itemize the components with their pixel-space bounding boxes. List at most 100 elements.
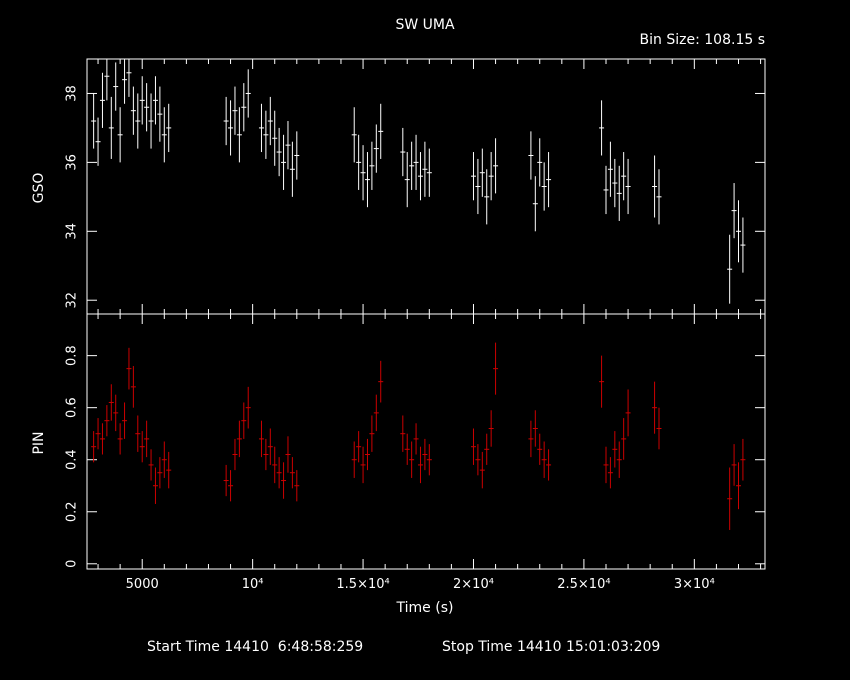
pin-data-point: [135, 415, 141, 452]
gso-data-point: [470, 152, 476, 201]
gso-ytick-label: 36: [65, 154, 80, 171]
gso-data-point: [126, 59, 132, 97]
gso-data-point: [404, 152, 410, 208]
pin-data-point: [122, 402, 128, 439]
pin-data-point: [603, 446, 609, 484]
pin-data-point: [475, 444, 481, 476]
pin-data-point: [735, 462, 741, 510]
pin-data-point: [625, 389, 631, 437]
gso-data-point: [223, 96, 229, 146]
gso-data-point: [422, 141, 428, 197]
pin-data-point: [417, 446, 423, 484]
gso-ytick-label: 32: [65, 292, 80, 309]
pin-data-point: [130, 366, 136, 408]
pin-data-point: [612, 431, 618, 468]
gso-data-point: [152, 76, 158, 125]
pin-data-point: [409, 441, 415, 478]
gso-panel: GSO 32 34 36 38: [31, 58, 766, 315]
gso-data-point: [400, 127, 406, 177]
x-tick-label: 2.5×10⁴: [557, 577, 610, 592]
gso-ytick-label: 38: [65, 85, 80, 102]
pin-data-point: [616, 441, 622, 478]
x-tick-label: 1.5×10⁴: [336, 577, 389, 592]
pin-data-point: [276, 457, 282, 489]
gso-data-point: [607, 141, 613, 197]
pin-data-point: [731, 444, 737, 486]
pin-data-point: [157, 457, 163, 489]
gso-data-point: [537, 138, 543, 187]
gso-series: [91, 59, 746, 304]
gso-data-point: [356, 134, 362, 190]
gso-data-point: [484, 169, 490, 225]
pin-data-point: [470, 428, 476, 465]
pin-data-point: [104, 405, 110, 437]
gso-data-point: [493, 138, 499, 194]
gso-data-point: [232, 86, 238, 135]
pin-data-point: [546, 449, 552, 481]
gso-data-point: [656, 169, 662, 225]
pin-data-point: [360, 446, 366, 484]
gso-data-point: [378, 103, 384, 159]
pin-data-point: [245, 386, 251, 429]
pin-data-point: [652, 381, 658, 434]
gso-data-point: [616, 165, 622, 221]
pin-data-point: [404, 433, 410, 465]
gso-data-point: [161, 107, 167, 163]
gso-data-point: [621, 152, 627, 201]
pin-ytick-label: 0.4: [65, 449, 80, 470]
pin-data-point: [378, 360, 384, 403]
pin-data-point: [422, 438, 428, 471]
gso-data-point: [364, 152, 370, 208]
gso-data-point: [117, 107, 123, 163]
gso-data-point: [532, 176, 538, 232]
pin-data-point: [479, 451, 485, 489]
start-time-label: Start Time 14410 6:48:58:259: [147, 639, 363, 655]
gso-data-point: [104, 59, 110, 101]
gso-data-point: [360, 145, 366, 201]
pin-data-point: [727, 467, 733, 530]
gso-data-point: [258, 103, 264, 153]
pin-ytick-label: 0.8: [65, 345, 80, 366]
x-tick-label: 10⁴: [242, 577, 264, 592]
pin-data-point: [537, 433, 543, 465]
gso-data-point: [488, 152, 494, 201]
gso-data-point: [241, 83, 247, 132]
pin-y-axis-label: PIN: [31, 431, 47, 454]
gso-data-point: [236, 107, 242, 163]
pin-data-point: [166, 451, 172, 489]
gso-data-point: [294, 131, 300, 180]
pin-data-point: [356, 431, 362, 463]
pin-data-point: [369, 415, 375, 452]
pin-data-point: [117, 423, 123, 455]
gso-ytick-label: 34: [65, 223, 80, 240]
stop-time-label: Stop Time 14410 15:01:03:209: [442, 639, 660, 655]
gso-data-point: [727, 234, 733, 304]
pin-data-point: [607, 457, 613, 489]
chart-title: SW UMA: [395, 17, 455, 33]
gso-data-point: [475, 158, 481, 215]
gso-data-point: [351, 107, 357, 163]
pin-data-point: [351, 441, 357, 478]
gso-data-point: [652, 155, 658, 218]
pin-data-point: [241, 402, 247, 439]
gso-data-point: [426, 148, 432, 197]
pin-data-point: [91, 431, 97, 463]
gso-data-point: [541, 162, 547, 211]
pin-data-point: [139, 431, 145, 463]
gso-data-point: [735, 200, 741, 263]
gso-data-point: [612, 158, 618, 208]
pin-data-point: [294, 470, 300, 502]
pin-data-point: [152, 467, 158, 504]
gso-data-point: [108, 96, 114, 159]
pin-data-point: [621, 418, 627, 460]
gso-data-point: [263, 110, 269, 159]
gso-data-point: [135, 93, 141, 149]
pin-data-point: [272, 446, 278, 484]
gso-data-point: [479, 148, 485, 197]
pin-data-point: [364, 438, 370, 471]
pin-data-point: [493, 342, 499, 395]
gso-data-point: [113, 62, 119, 111]
pin-data-point: [263, 438, 269, 471]
pin-data-point: [95, 418, 101, 450]
